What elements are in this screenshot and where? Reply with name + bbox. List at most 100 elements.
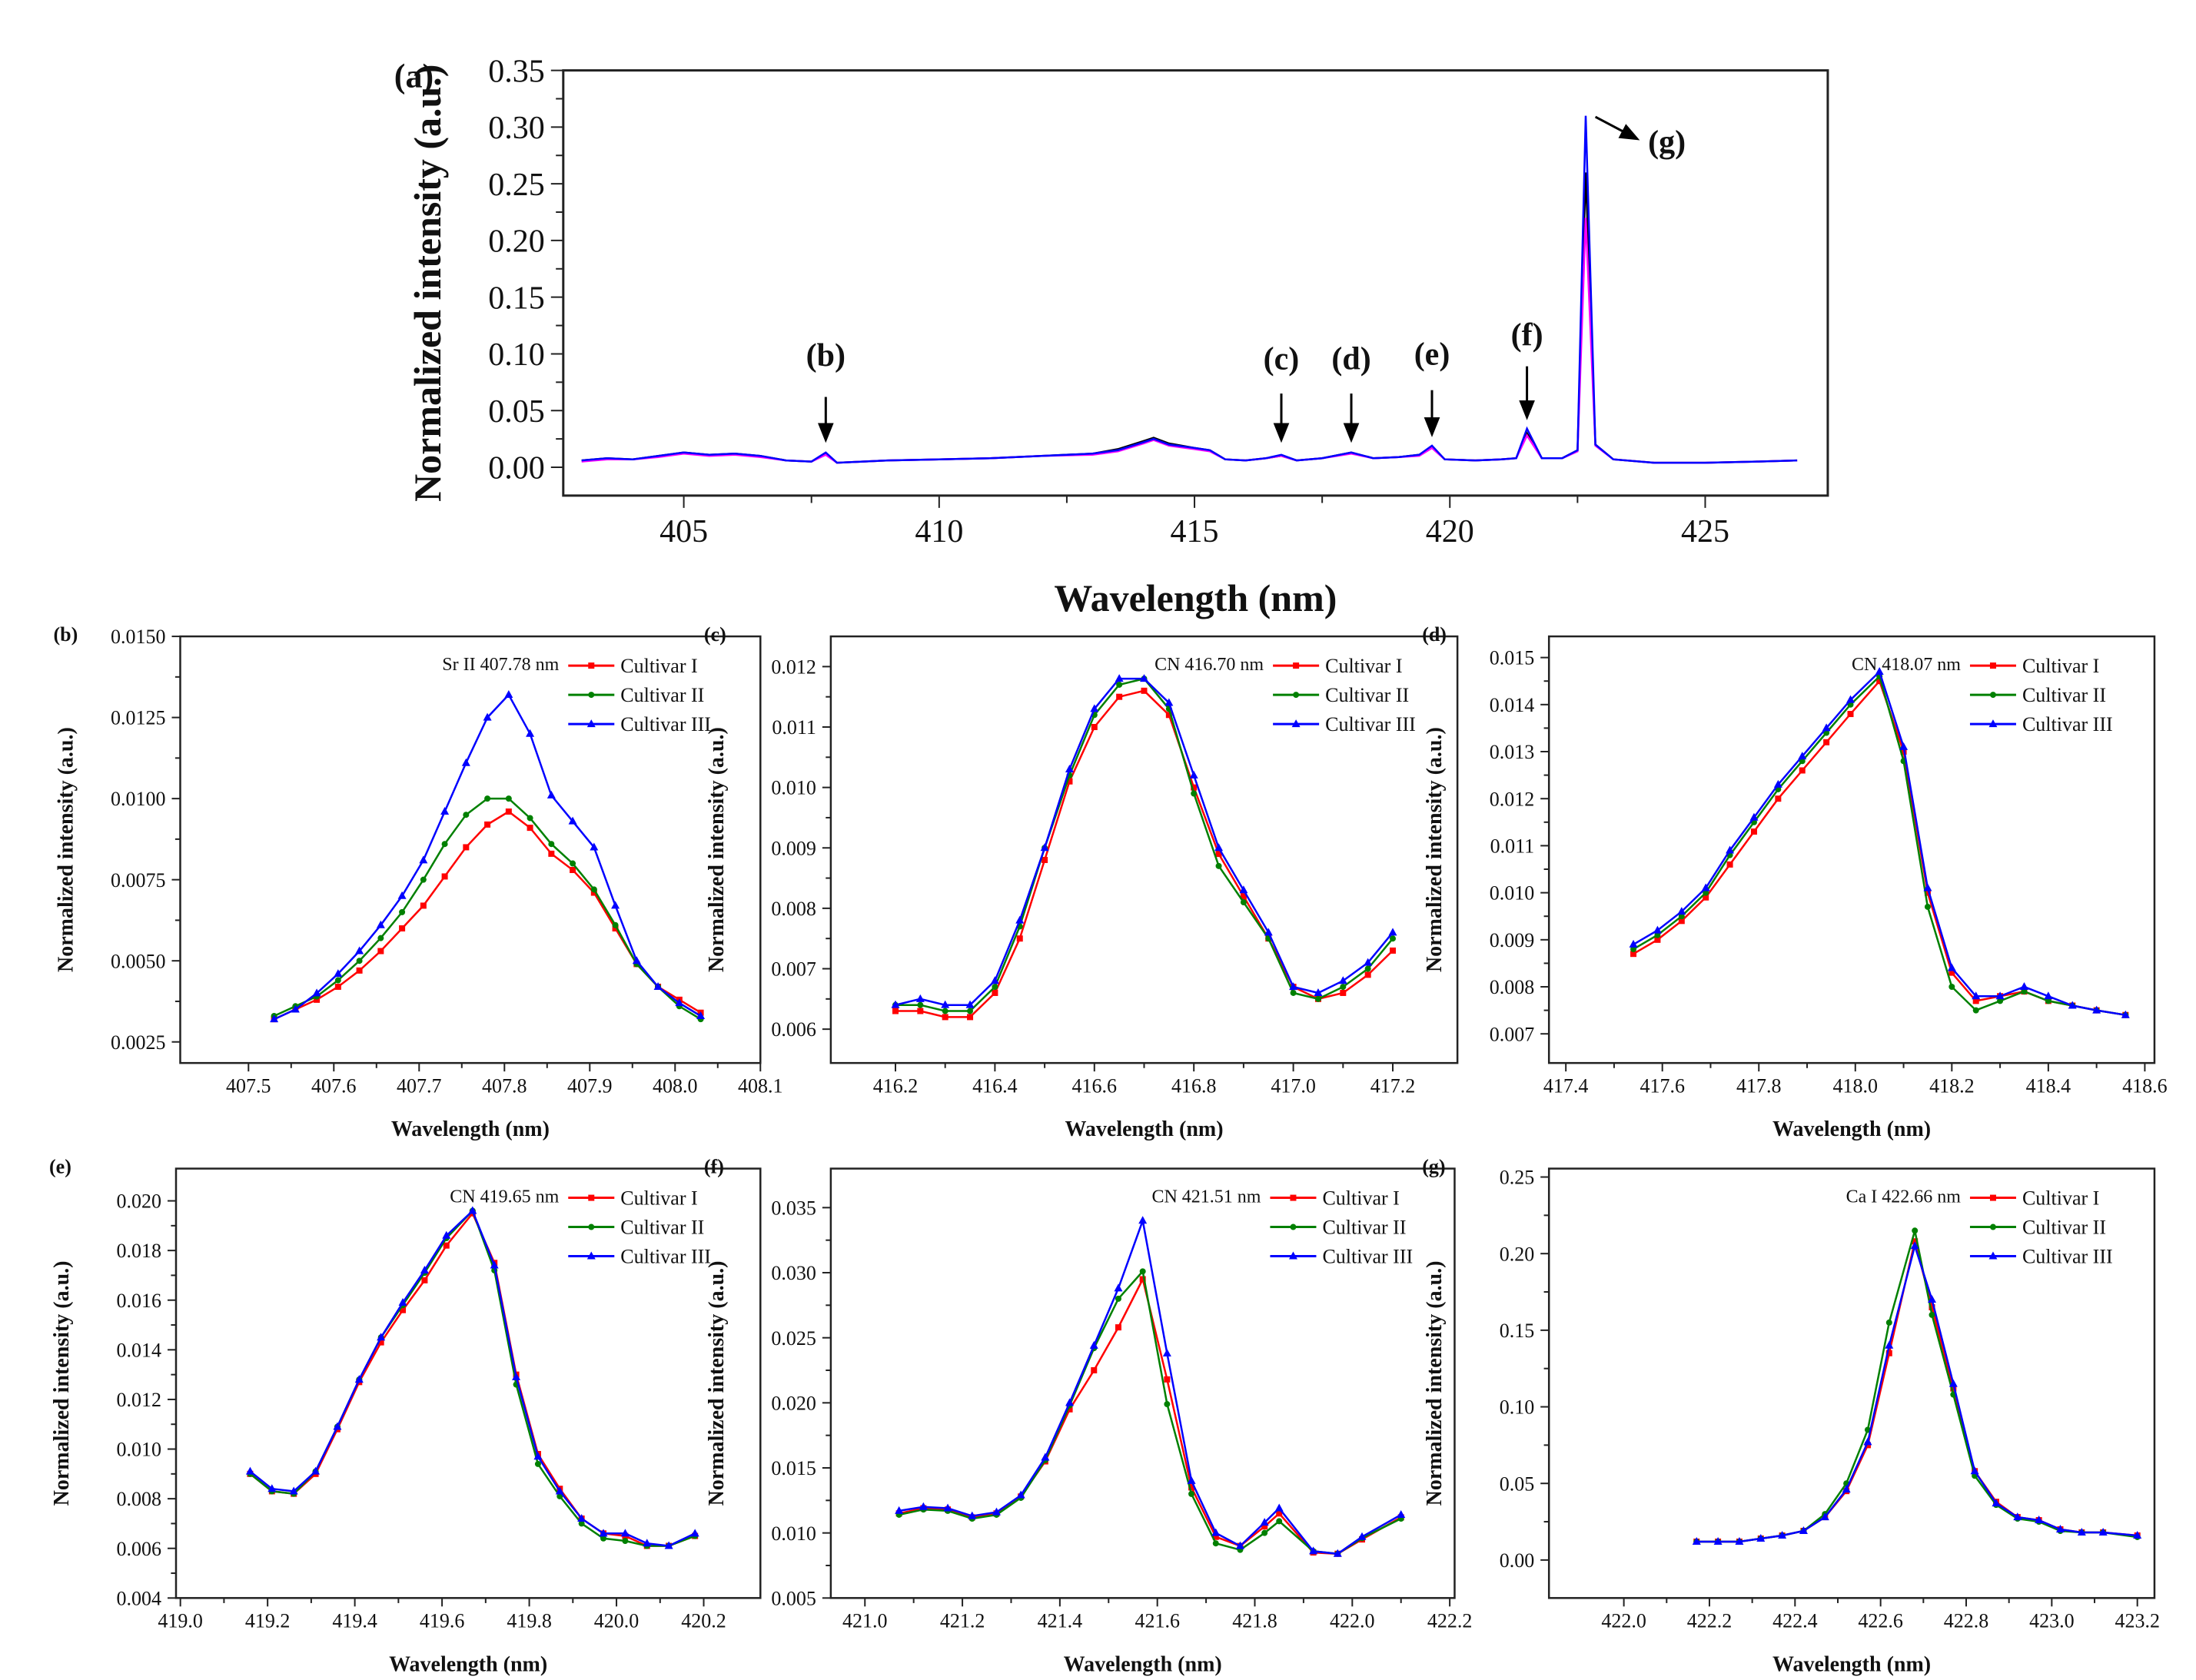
data-point-triangle xyxy=(2121,1010,2130,1018)
y-tick-label: 0.30 xyxy=(488,111,545,146)
x-tick-label: 417.4 xyxy=(1543,1074,1589,1097)
series-line-1 xyxy=(895,689,1394,1018)
data-point-circle xyxy=(590,886,597,893)
x-tick-label: 405 xyxy=(659,514,708,549)
series-line-2 xyxy=(895,677,1394,1012)
data-point-circle xyxy=(527,815,533,822)
data-point-square xyxy=(1066,1406,1073,1413)
x-tick-label: 407.7 xyxy=(397,1074,442,1097)
data-point-triangle xyxy=(376,920,385,928)
legend-label: Cultivar II xyxy=(1325,684,1409,706)
data-point-square xyxy=(1164,1376,1171,1383)
legend-label: Cultivar III xyxy=(1325,713,1416,735)
data-point-triangle xyxy=(1701,883,1710,891)
data-point-triangle xyxy=(1885,1340,1894,1349)
x-tick-label: 423.0 xyxy=(2029,1610,2075,1632)
data-point-triangle xyxy=(270,1014,279,1023)
y-tick-label: 0.035 xyxy=(771,1197,816,1219)
panel-g: 422.0 422.2 422.4 422.6 422.8 423.0 423.2 0.00 0… xyxy=(1422,1156,2160,1677)
data-point-square xyxy=(1678,918,1685,925)
series-line-3 xyxy=(895,677,1394,1006)
data-point-triangle xyxy=(490,1260,499,1269)
data-point-square xyxy=(527,825,533,832)
data-point-triangle xyxy=(1235,1541,1244,1549)
x-tick-label: 416.2 xyxy=(873,1074,919,1097)
legend-item: Cultivar II xyxy=(568,1217,704,1239)
legend-item: Cultivar III xyxy=(568,1246,711,1268)
data-point-triangle xyxy=(1629,939,1638,948)
data-point-triangle xyxy=(398,1297,407,1306)
legend-label: Cultivar III xyxy=(1322,1246,1413,1268)
data-point-triangle xyxy=(526,729,535,737)
data-point-triangle xyxy=(1211,1528,1221,1536)
data-point-square xyxy=(1885,1350,1892,1356)
data-point-triangle xyxy=(1947,963,1956,971)
data-point-circle xyxy=(1948,984,1955,991)
data-point-square xyxy=(892,1008,899,1014)
data-point-triangle xyxy=(442,1230,451,1239)
data-point-circle xyxy=(1703,889,1709,896)
data-point-circle xyxy=(1972,1007,1979,1014)
data-point-square xyxy=(570,866,576,873)
annotation-label: (d) xyxy=(1331,341,1370,377)
data-point-square xyxy=(1215,851,1222,858)
y-tick-label: 0.15 xyxy=(1500,1320,1535,1342)
data-point-circle xyxy=(1314,995,1321,1002)
data-point-triangle xyxy=(504,690,513,699)
data-point-triangle xyxy=(1778,1530,1787,1539)
data-point-triangle xyxy=(334,969,343,978)
data-point-square xyxy=(1139,1276,1146,1283)
data-point-triangle xyxy=(2077,1528,2086,1536)
data-point-triangle xyxy=(1799,1526,1808,1535)
x-tick-label: 410 xyxy=(915,514,963,549)
data-point-circle xyxy=(1261,1529,1268,1536)
y-axis-label: Normalized intensity (a.u.) xyxy=(406,65,449,502)
data-point-square xyxy=(1972,998,1979,1004)
x-tick-label: 420 xyxy=(1426,514,1474,549)
data-point-triangle xyxy=(1910,1241,1919,1250)
data-point-triangle xyxy=(611,901,620,909)
data-point-triangle xyxy=(965,1000,975,1008)
data-point-triangle xyxy=(2044,991,2053,1000)
y-axis-label: Normalized intensity (a.u.) xyxy=(705,1261,729,1506)
panel-b: 407.5 407.6 407.7 407.8 407.9 408.0 408.1 0.002… xyxy=(53,623,782,1141)
legend-label: Cultivar II xyxy=(1322,1217,1406,1239)
data-point-triangle xyxy=(653,981,663,990)
data-point-square xyxy=(421,1277,428,1283)
data-point-triangle xyxy=(1397,1509,1406,1518)
data-point-triangle xyxy=(664,1541,673,1549)
legend-item: Cultivar II xyxy=(1969,1217,2106,1239)
data-point-triangle xyxy=(397,891,407,899)
data-point-triangle xyxy=(992,1507,1001,1516)
x-tick-label: 422.0 xyxy=(1601,1610,1646,1632)
y-tick-label: 0.011 xyxy=(1490,835,1535,858)
series-line-2 xyxy=(1696,1230,2138,1543)
data-point-circle xyxy=(992,984,998,991)
data-point-circle xyxy=(917,1001,924,1008)
data-point-triangle xyxy=(555,1486,564,1495)
data-point-square xyxy=(1240,893,1247,900)
legend-label: Cultivar III xyxy=(620,1246,711,1268)
data-point-triangle xyxy=(1972,991,1981,1000)
series-line-2 xyxy=(899,1269,1402,1555)
series-line-1 xyxy=(1696,1240,2138,1543)
panel-label: (a) xyxy=(394,58,434,95)
x-tick-label: 419.8 xyxy=(507,1610,552,1632)
data-point-triangle xyxy=(990,976,999,984)
data-point-square xyxy=(1042,856,1048,863)
data-point-triangle xyxy=(941,1000,950,1008)
data-point-triangle xyxy=(512,1372,521,1380)
series-line-1 xyxy=(581,172,1798,464)
data-point-circle xyxy=(1240,899,1247,906)
y-tick-label: 0.35 xyxy=(488,54,545,89)
legend-label: Cultivar I xyxy=(620,1187,697,1210)
data-point-triangle xyxy=(1114,1283,1123,1292)
x-tick-label: 419.0 xyxy=(158,1610,203,1632)
y-tick-label: 0.009 xyxy=(771,837,816,859)
plot-frame xyxy=(829,1167,1456,1599)
data-point-triangle xyxy=(1164,698,1174,706)
data-point-triangle xyxy=(599,1529,608,1537)
y-tick-label: 0.15 xyxy=(488,281,545,316)
legend-marker xyxy=(1291,719,1301,728)
data-point-triangle xyxy=(1846,695,1855,703)
